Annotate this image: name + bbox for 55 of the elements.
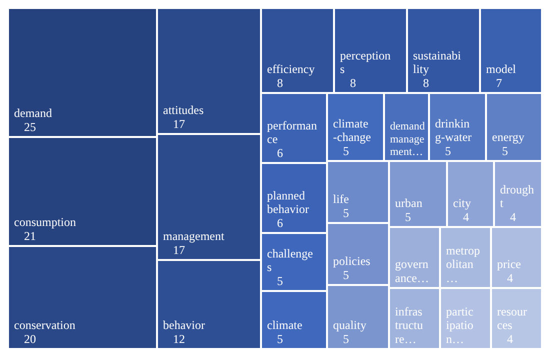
- category-label: performance: [267, 118, 317, 146]
- category-label: conservation: [14, 318, 76, 332]
- data-label: 7: [496, 76, 502, 90]
- category-label: behavior: [163, 318, 205, 332]
- category-label: price: [497, 257, 521, 272]
- category-label: energy: [492, 130, 524, 144]
- category-label: climate-change: [333, 116, 371, 144]
- data-label: 6: [277, 216, 283, 230]
- data-label: 8: [350, 76, 356, 90]
- data-label: 4: [463, 210, 469, 224]
- category-label: consumption: [14, 215, 76, 230]
- category-label: perceptions: [340, 48, 391, 76]
- data-label: 8: [277, 76, 283, 90]
- data-label: 21: [24, 229, 36, 243]
- category-label: infrastructure…: [395, 304, 423, 346]
- category-label: urban: [395, 196, 422, 210]
- category-label: management: [163, 229, 225, 244]
- data-label: 5: [405, 210, 411, 224]
- data-label: 20: [24, 332, 36, 346]
- data-label: 6: [277, 146, 283, 160]
- data-label: 5: [445, 144, 451, 158]
- data-label: 4: [507, 332, 513, 346]
- category-label: resources: [497, 304, 527, 332]
- category-label: planned behavior: [267, 188, 309, 216]
- data-label: 25: [24, 120, 36, 134]
- category-label: quality: [333, 318, 366, 332]
- data-label: 17: [173, 243, 185, 257]
- data-label: 5: [343, 332, 349, 346]
- category-label: city: [453, 196, 471, 210]
- data-label: 5: [343, 268, 349, 282]
- category-label: attitudes: [163, 103, 204, 118]
- category-label: policies: [333, 254, 371, 268]
- category-label: drought: [500, 182, 534, 210]
- category-label: demand: [14, 106, 52, 120]
- category-label: challenges: [267, 246, 313, 274]
- category-label: drinking-water: [435, 116, 472, 144]
- category-label: governance…: [395, 257, 429, 285]
- category-label: life: [333, 192, 349, 206]
- data-label: 4: [507, 271, 513, 285]
- data-label: 4: [510, 210, 516, 224]
- data-label: 5: [502, 144, 508, 158]
- category-label: demand management…: [390, 120, 426, 158]
- category-label: sustainability: [413, 48, 462, 76]
- data-label: 5: [343, 206, 349, 220]
- category-label: efficiency: [267, 62, 315, 76]
- data-label: 5: [277, 274, 283, 288]
- data-label: 17: [173, 117, 185, 131]
- category-label: climate: [267, 318, 302, 332]
- data-label: 5: [277, 332, 283, 346]
- data-label: 8: [423, 76, 429, 90]
- data-label: 5: [343, 144, 349, 158]
- category-label: metropolitan…: [446, 243, 480, 285]
- data-label: 12: [173, 332, 185, 346]
- category-label: model: [486, 62, 517, 76]
- category-label: participation…: [446, 304, 474, 346]
